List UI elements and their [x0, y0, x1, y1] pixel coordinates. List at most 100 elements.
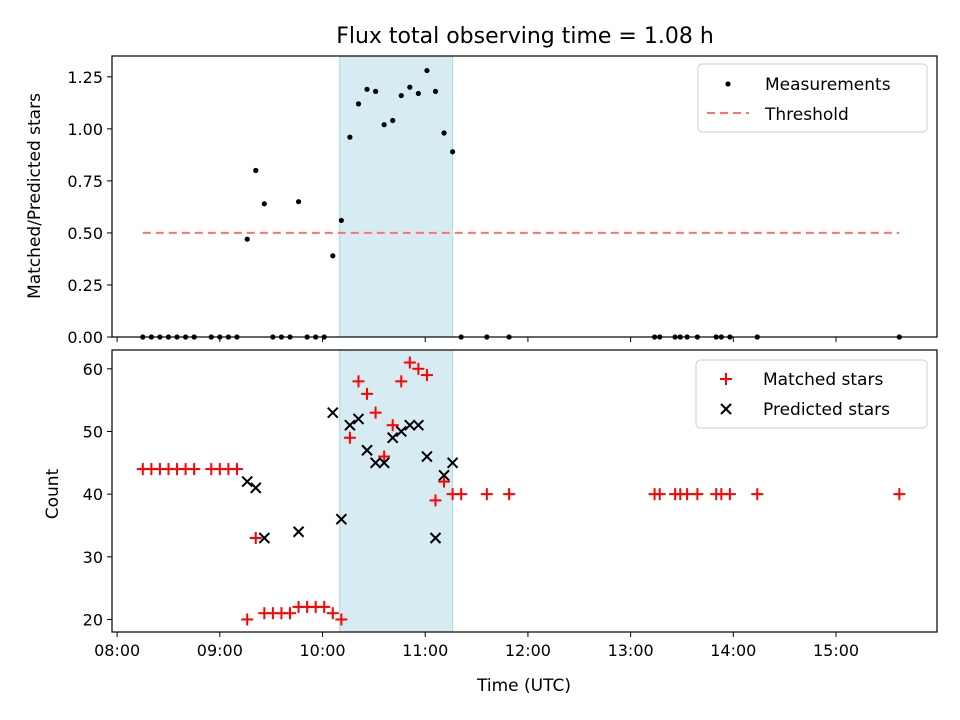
legend-measurements-label: Measurements — [765, 75, 891, 95]
predicted-star-point — [404, 419, 416, 431]
matched-star-point — [395, 375, 408, 388]
matched-star-point — [318, 600, 331, 613]
bottom-data-marks — [136, 356, 906, 626]
predicted-star-point — [327, 406, 339, 419]
matched-star-point — [653, 488, 666, 501]
measurement-point — [244, 236, 250, 242]
matched-star-point — [429, 494, 442, 507]
measurement-point — [415, 90, 421, 97]
measurement-point — [372, 88, 379, 94]
top-y-tick-label: 1.00 — [67, 120, 103, 139]
bottom-axes-frame — [111, 349, 938, 633]
bottom-legend: Matched stars Predicted stars — [695, 359, 928, 429]
measurement-point — [338, 217, 344, 224]
matched-star-point — [893, 488, 906, 501]
predicted-star-point — [335, 513, 348, 525]
matched-star-point — [352, 375, 365, 388]
bottom-y-tick-label: 30 — [83, 548, 103, 567]
matched-star-point — [480, 488, 493, 501]
matched-star-point — [326, 607, 339, 620]
predicted-star-point — [438, 469, 450, 482]
bottom-ticks: 20 30 40 50 60 08:00 09:00 10:00 11:00 12:00 13:00… — [83, 360, 859, 660]
measurement-point — [432, 88, 439, 94]
bottom-x-tick-label: 10:00 — [299, 641, 345, 660]
matched-star-point — [751, 488, 764, 501]
bottom-y-axis-label: Count — [43, 468, 63, 519]
predicted-star-point — [292, 526, 305, 538]
top-y-tick-label: 0.25 — [67, 276, 103, 295]
predicted-star-point — [386, 432, 399, 444]
matched-star-point — [412, 362, 425, 375]
matched-star-point — [438, 475, 451, 488]
predicted-star-point — [446, 457, 459, 469]
predicted-star-point — [421, 450, 433, 463]
x-axis-label: Time (UTC) — [476, 676, 571, 696]
measurement-point — [441, 130, 447, 136]
predicted-star-point — [250, 482, 262, 494]
measurement-point — [261, 201, 267, 207]
bottom-x-tick-label: 08:00 — [94, 641, 140, 660]
measurement-point — [355, 101, 362, 107]
matched-star-point — [503, 488, 516, 501]
measurement-point — [381, 122, 387, 128]
matched-star-point — [284, 607, 297, 620]
top-y-tick-label: 0.75 — [67, 172, 103, 191]
matched-star-point — [378, 450, 391, 463]
bottom-y-tick-label: 60 — [83, 360, 103, 379]
predicted-star-point — [241, 475, 253, 488]
predicted-star-point — [344, 419, 356, 431]
predicted-star-point — [378, 457, 390, 469]
top-y-tick-label: 1.25 — [67, 68, 103, 87]
measurement-point — [390, 117, 396, 124]
matched-star-point — [188, 463, 201, 476]
predicted-star-point — [369, 457, 382, 469]
matched-star-point — [691, 488, 704, 501]
matched-star-point — [241, 613, 254, 626]
top-ticks: 0.00 0.25 0.50 0.75 1.00 1.25 — [67, 68, 837, 347]
matched-star-point — [386, 419, 399, 432]
bottom-x-tick-label: 09:00 — [197, 641, 243, 660]
legend-predicted-marker — [720, 403, 732, 415]
top-panel: 0.00 0.25 0.50 0.75 1.00 1.25 Matched/Predict… — [25, 55, 938, 347]
measurement-point — [295, 199, 302, 205]
bottom-y-tick-label: 40 — [83, 485, 103, 504]
top-highlight-span — [339, 55, 454, 338]
top-axes-frame — [111, 55, 938, 338]
measurement-point — [407, 84, 413, 90]
top-legend-box — [697, 63, 928, 133]
matched-star-point — [230, 463, 243, 476]
matched-star-point — [403, 356, 416, 369]
matched-star-point — [681, 488, 694, 501]
measurement-point — [450, 149, 456, 155]
top-legend: Measurements Threshold — [697, 63, 928, 133]
bottom-x-tick-label: 13:00 — [608, 641, 654, 660]
measurement-point — [424, 67, 430, 74]
predicted-star-point — [429, 532, 442, 544]
measurement-point — [398, 92, 404, 99]
top-y-tick-label: 0.00 — [67, 328, 103, 347]
matched-star-point — [420, 369, 433, 382]
bottom-x-tick-label: 15:00 — [813, 641, 859, 660]
predicted-star-point — [395, 425, 407, 438]
top-y-axis-label: Matched/Predicted stars — [25, 93, 45, 299]
matched-star-point — [361, 387, 374, 400]
bottom-x-tick-label: 14:00 — [710, 641, 756, 660]
bottom-panel: 20 30 40 50 60 08:00 09:00 10:00 11:00 12:00 13:00… — [43, 349, 938, 696]
bottom-x-tick-label: 11:00 — [402, 641, 448, 660]
bottom-x-tick-label: 12:00 — [505, 641, 551, 660]
matched-star-point — [343, 431, 356, 444]
matched-star-point — [723, 488, 736, 501]
legend-matched-marker — [720, 373, 732, 385]
bottom-y-tick-label: 20 — [83, 610, 103, 629]
measurement-point — [364, 86, 370, 92]
figure-title: Flux total observing time = 1.08 h — [336, 24, 714, 49]
bottom-highlight-span — [339, 349, 454, 633]
measurement-point — [330, 253, 336, 259]
matched-star-point — [369, 406, 382, 419]
predicted-star-point — [352, 413, 365, 425]
legend-threshold-label: Threshold — [764, 105, 849, 125]
predicted-star-point — [412, 419, 425, 431]
top-y-tick-label: 0.50 — [67, 224, 103, 243]
measurement-point — [253, 167, 259, 174]
measurement-point — [347, 134, 353, 140]
